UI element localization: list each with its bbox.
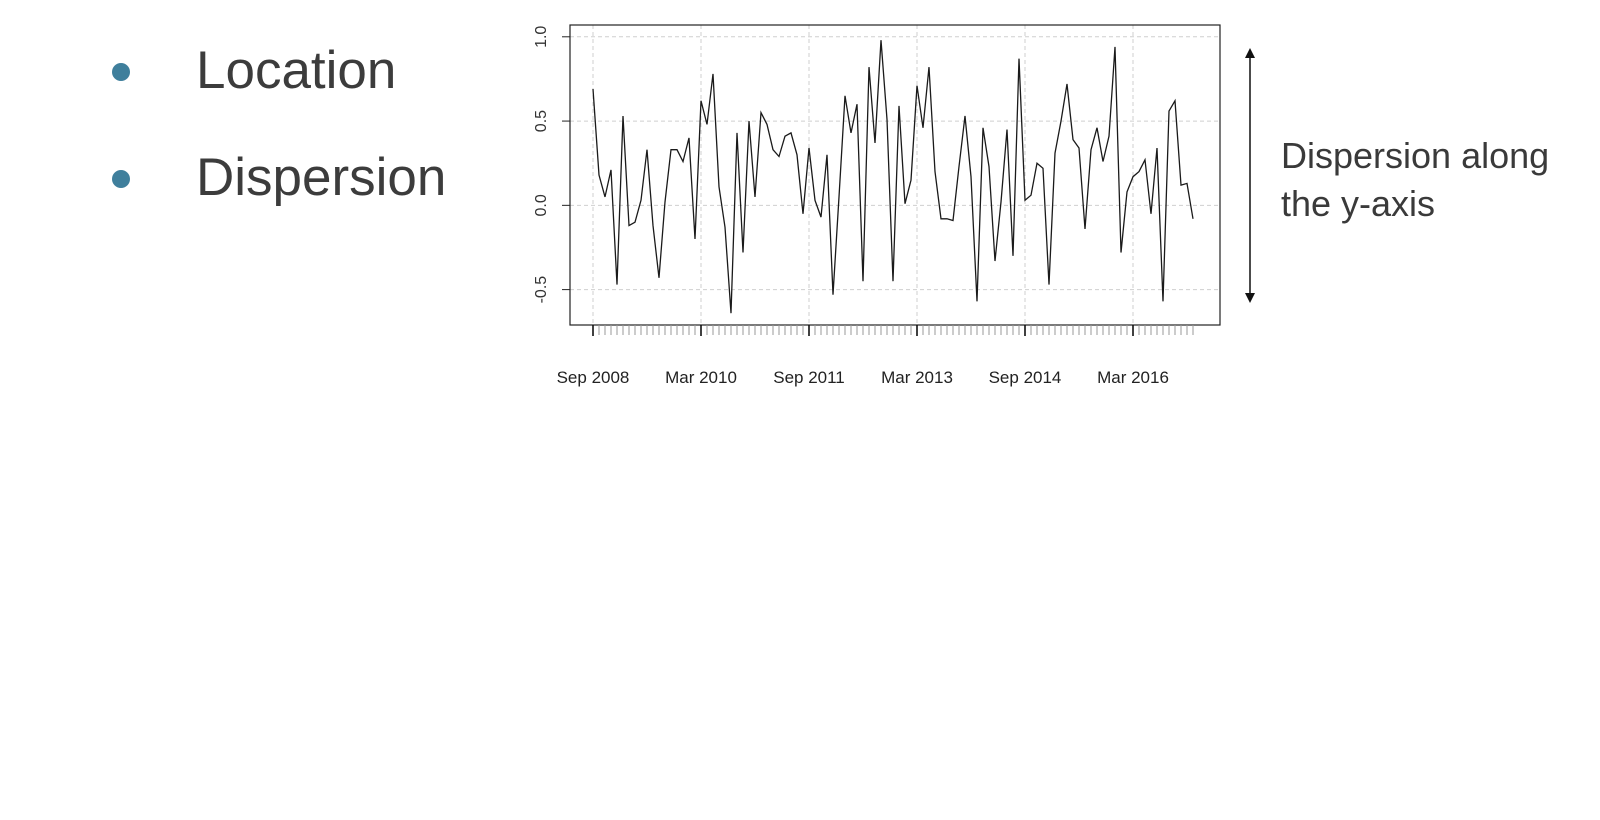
x-tick-label: Sep 2008	[557, 368, 630, 387]
bullet-dot-icon	[112, 170, 130, 188]
bullet-label: Dispersion	[196, 148, 447, 207]
bullet-label: Location	[196, 41, 397, 100]
x-tick-label: Sep 2011	[773, 368, 845, 387]
y-tick-label: -0.5	[533, 276, 550, 304]
x-tick-label: Sep 2014	[989, 368, 1062, 387]
x-tick-label: Mar 2016	[1097, 368, 1169, 387]
x-tick-label: Mar 2010	[665, 368, 737, 387]
y-tick-label: 0.5	[533, 110, 550, 132]
bullet-dot-icon	[112, 63, 130, 81]
annotation-line-1: Dispersion along	[1281, 135, 1550, 176]
annotation-line-2: the y-axis	[1281, 183, 1436, 224]
x-tick-label: Mar 2013	[881, 368, 953, 387]
dispersion-annotation: Dispersion along the y-axis	[1281, 132, 1549, 228]
plot-frame	[569, 24, 1221, 326]
y-tick-label: 0.0	[533, 194, 550, 216]
series-line	[592, 40, 1194, 314]
y-tick-label: 1.0	[533, 26, 550, 48]
line-chart: Sep 2008 Mar 2010 Sep 2011 Mar 2013 Sep 2014…	[533, 24, 1255, 387]
arrow-up-icon	[1245, 48, 1255, 58]
arrow-down-icon	[1245, 293, 1255, 303]
